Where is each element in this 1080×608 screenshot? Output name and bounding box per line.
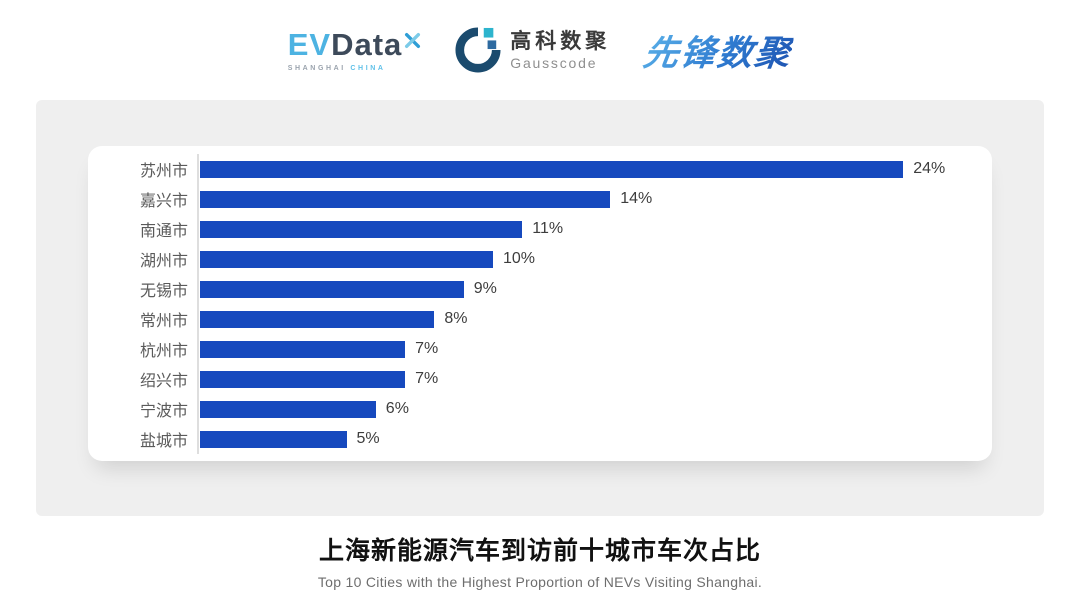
bar xyxy=(200,250,493,268)
value-label: 5% xyxy=(356,430,380,447)
chart-row: 盐城市 5% xyxy=(133,424,992,454)
value-label: 10% xyxy=(503,250,536,267)
value-label: 7% xyxy=(415,340,439,357)
page-title: 上海新能源汽车到访前十城市车次占比 xyxy=(318,537,761,565)
xianfeng-logo: 先锋数聚 xyxy=(641,25,796,76)
bar-area: 9% xyxy=(197,274,992,304)
chart-panel: 苏州市 24% 嘉兴市 14% 南通市 11% 湖州市 10% 无锡市 9% 常州市 8% 杭州市 7% 绍… xyxy=(36,100,1044,516)
gausscode-cn-name: 高科数聚 xyxy=(510,29,611,53)
evdata-ev-text: EV xyxy=(287,26,332,62)
value-label: 14% xyxy=(620,190,653,207)
chart-row: 绍兴市 7% xyxy=(133,364,992,394)
gausscode-logo: 高科数聚 Gausscode xyxy=(455,27,610,73)
caption-block: 上海新能源汽车到访前十城市车次占比 Top 10 Cities with the… xyxy=(0,531,1080,590)
bar xyxy=(200,160,904,178)
evdata-logo: EV Data SHANGHAI CHINA xyxy=(288,29,422,72)
category-label: 苏州市 xyxy=(139,163,188,180)
category-label: 盐城市 xyxy=(139,433,188,450)
category-label: 南通市 xyxy=(139,223,188,240)
logo-strip: EV Data SHANGHAI CHINA 高科数聚 Gausscode xyxy=(0,0,1080,100)
bar xyxy=(200,370,406,388)
value-label: 6% xyxy=(385,400,409,417)
bar-area: 7% xyxy=(197,364,992,394)
evdata-caption-china: CHINA xyxy=(350,64,386,72)
bar xyxy=(200,400,376,418)
category-label: 宁波市 xyxy=(139,403,188,420)
bar-area: 8% xyxy=(197,304,992,334)
bar xyxy=(200,340,406,358)
value-label: 9% xyxy=(473,280,497,297)
bar xyxy=(200,430,347,448)
value-label: 7% xyxy=(415,370,439,387)
category-label: 常州市 xyxy=(139,313,188,330)
bar-area: 14% xyxy=(197,184,992,214)
category-label: 无锡市 xyxy=(139,283,188,300)
gausscode-g-icon xyxy=(455,27,501,73)
category-label: 杭州市 xyxy=(139,343,188,360)
category-label: 湖州市 xyxy=(139,253,188,270)
bar-area: 24% xyxy=(197,154,992,184)
chart-row: 杭州市 7% xyxy=(133,334,992,364)
chart-row: 常州市 8% xyxy=(133,304,992,334)
value-label: 8% xyxy=(444,310,468,327)
bar xyxy=(200,220,523,238)
bar xyxy=(200,280,464,298)
bar xyxy=(200,310,435,328)
chart-card: 苏州市 24% 嘉兴市 14% 南通市 11% 湖州市 10% 无锡市 9% 常州市 8% 杭州市 7% 绍… xyxy=(88,146,992,461)
gausscode-text: 高科数聚 Gausscode xyxy=(510,31,610,70)
value-label: 24% xyxy=(913,160,946,177)
bar-area: 7% xyxy=(197,334,992,364)
category-label: 嘉兴市 xyxy=(139,193,188,210)
page-subtitle: Top 10 Cities with the Highest Proportio… xyxy=(317,574,763,590)
evdata-data-text: Data xyxy=(331,26,403,62)
gausscode-en-name: Gausscode xyxy=(510,54,598,71)
chart-row: 无锡市 9% xyxy=(133,274,992,304)
category-label: 绍兴市 xyxy=(139,373,188,390)
bar xyxy=(200,190,611,208)
bar-area: 5% xyxy=(197,424,992,454)
chart-row: 南通市 11% xyxy=(133,214,992,244)
chart-row: 宁波市 6% xyxy=(133,394,992,424)
evdata-wordmark: EV Data xyxy=(288,29,422,60)
bar-area: 6% xyxy=(197,394,992,424)
chart-row: 嘉兴市 14% xyxy=(133,184,992,214)
evdata-x-icon xyxy=(404,23,421,54)
evdata-caption: SHANGHAI CHINA xyxy=(288,65,422,72)
evdata-caption-shanghai: SHANGHAI xyxy=(287,64,346,72)
chart-row: 湖州市 10% xyxy=(133,244,992,274)
bar-area: 11% xyxy=(197,214,992,244)
value-label: 11% xyxy=(532,220,564,237)
bar-area: 10% xyxy=(197,244,992,274)
chart-row: 苏州市 24% xyxy=(133,154,992,184)
bar-chart: 苏州市 24% 嘉兴市 14% 南通市 11% 湖州市 10% 无锡市 9% 常州市 8% 杭州市 7% 绍… xyxy=(88,146,992,454)
